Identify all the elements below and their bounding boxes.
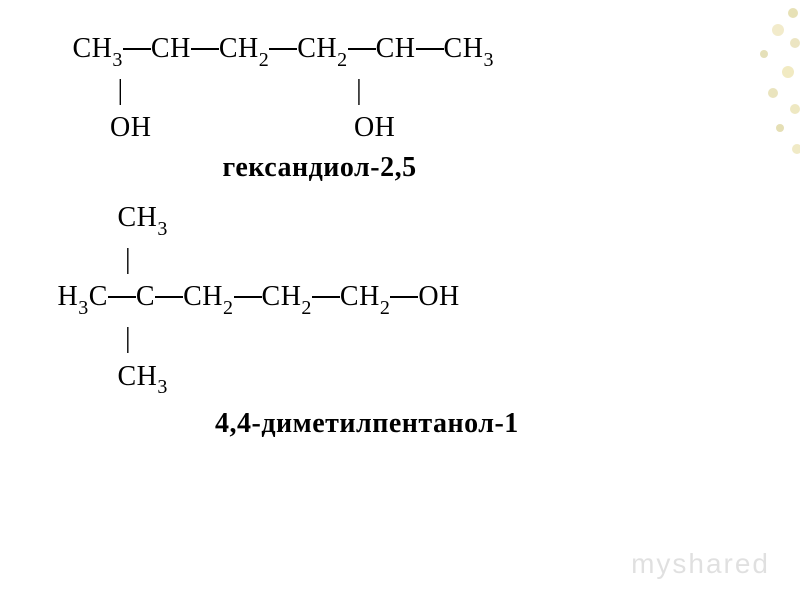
- compound2-bottom-sub: CH3: [50, 358, 760, 400]
- watermark-text: myshared: [631, 548, 770, 580]
- compound1-substituents: OH OH: [50, 109, 760, 147]
- compound2-top-sub: CH3: [50, 199, 760, 241]
- compound2-name: 4,4-диметилпентанол-1: [50, 405, 760, 443]
- compound1-chain: CH3CHCH2CH2CHCH3: [50, 30, 760, 72]
- chemistry-content: CH3CHCH2CH2CHCH3 | | OH OH гександиол-2,…: [0, 0, 800, 443]
- compound1-vbonds: | |: [50, 72, 760, 110]
- compound2-chain: H3CCCH2CH2CH2OH: [50, 278, 760, 320]
- compound2-top-bond: |: [50, 241, 760, 279]
- compound2-bottom-bond: |: [50, 320, 760, 358]
- compound1-name: гександиол-2,5: [50, 149, 760, 187]
